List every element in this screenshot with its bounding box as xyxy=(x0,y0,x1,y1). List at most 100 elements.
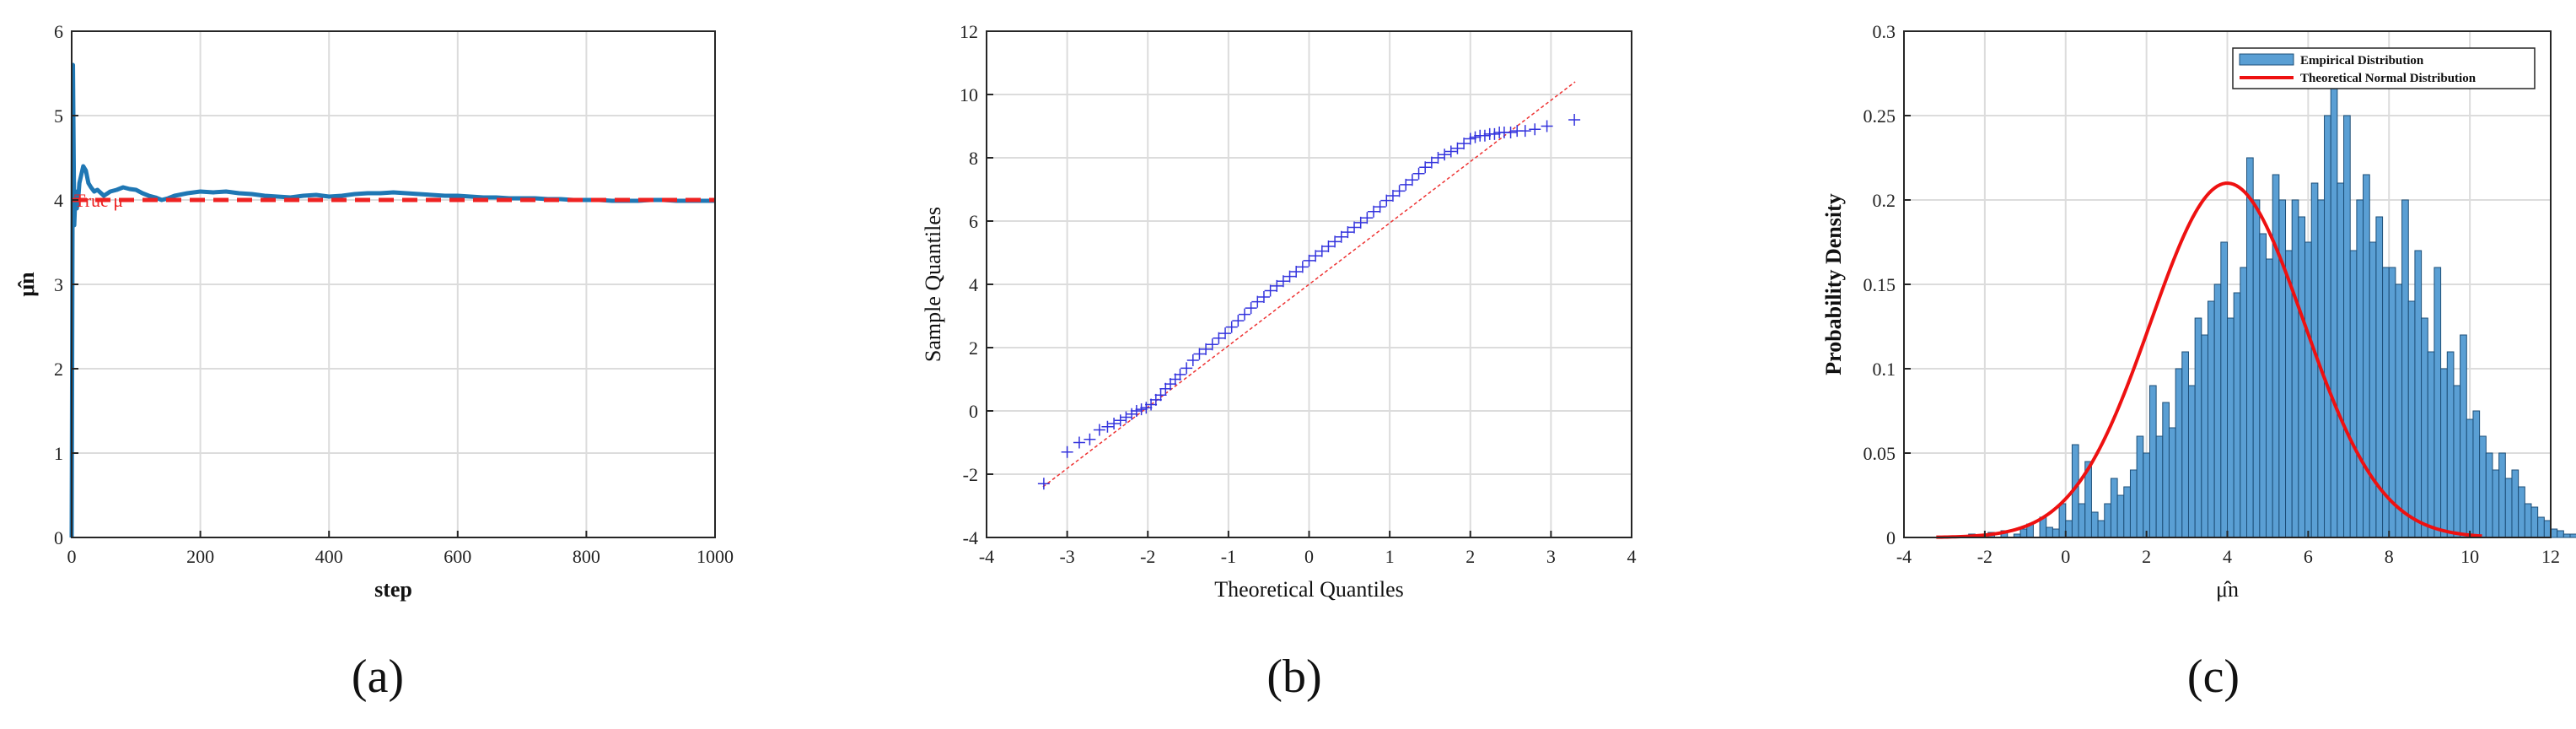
x-tick-label: 0 xyxy=(67,546,77,567)
qq-point xyxy=(1310,250,1322,262)
qq-point xyxy=(1037,478,1050,490)
qq-point xyxy=(1193,348,1206,360)
histogram-bar xyxy=(2046,526,2053,538)
qq-point xyxy=(1504,127,1517,138)
histogram-bar xyxy=(2569,533,2576,538)
qq-point xyxy=(1451,142,1464,154)
histogram-bar xyxy=(2356,199,2364,538)
y-tick-label: 0 xyxy=(1886,527,1896,548)
qq-point xyxy=(1458,138,1471,150)
histogram-bar xyxy=(2440,368,2448,538)
y-tick-label: 0.15 xyxy=(1863,274,1896,295)
x-axis-label: step xyxy=(374,577,412,602)
histogram-bar xyxy=(2246,157,2254,538)
y-tick-label: 0.05 xyxy=(1863,443,1896,464)
qq-point xyxy=(1164,378,1177,391)
qq-point xyxy=(1335,230,1347,243)
qq-point xyxy=(1251,295,1264,308)
qq-point xyxy=(1061,446,1073,458)
y-tick-label: 5 xyxy=(54,105,63,127)
histogram-bar xyxy=(2543,520,2552,538)
histogram-bar xyxy=(2207,300,2215,538)
histogram-bar xyxy=(2187,385,2196,538)
histogram-bar xyxy=(2240,267,2248,538)
x-axis-label: Theoretical Quantiles xyxy=(1214,577,1404,602)
x-tick-label: -4 xyxy=(979,546,994,567)
qq-point xyxy=(1084,433,1096,446)
histogram-bar xyxy=(2168,427,2176,538)
x-tick-label: 2 xyxy=(1465,546,1475,567)
qq-point xyxy=(1271,279,1283,292)
x-tick-label: -3 xyxy=(1059,546,1074,567)
qq-point xyxy=(1464,132,1476,145)
qq-point xyxy=(1186,354,1199,366)
qq-point xyxy=(1432,152,1444,164)
histogram-bar xyxy=(2504,478,2513,538)
qq-point xyxy=(1180,362,1193,375)
histogram-bar xyxy=(2148,385,2157,538)
qq-point xyxy=(1093,424,1105,436)
qq-point xyxy=(1361,212,1374,224)
qq-point xyxy=(1264,284,1277,297)
histogram-bar xyxy=(2395,284,2403,538)
histogram-bar xyxy=(2201,334,2208,538)
y-tick-label: 3 xyxy=(54,274,63,295)
qq-point xyxy=(1519,125,1531,138)
qq-point xyxy=(1108,418,1121,429)
qq-point xyxy=(1444,145,1457,158)
qq-point xyxy=(1154,389,1167,402)
qq-point xyxy=(1140,402,1153,414)
histogram-bar xyxy=(2363,174,2370,538)
qq-point xyxy=(1393,185,1406,197)
qq-point xyxy=(1478,129,1491,142)
histogram-bar xyxy=(2194,317,2202,538)
qq-point xyxy=(1213,332,1225,344)
y-tick-label: 10 xyxy=(960,84,978,105)
x-tick-label: 1 xyxy=(1385,546,1395,567)
qq-point xyxy=(1283,270,1296,283)
x-tick-label: 1000 xyxy=(696,546,734,567)
histogram-bar xyxy=(2110,478,2118,538)
qq-point xyxy=(1322,240,1335,252)
histogram-bar xyxy=(2407,300,2416,538)
histogram-bar xyxy=(2324,115,2331,538)
y-axis-label: Sample Quantiles xyxy=(921,207,945,362)
qq-point xyxy=(1245,302,1257,315)
histogram-bar xyxy=(2498,452,2506,538)
qq-point xyxy=(1380,194,1393,207)
x-tick-label: 2 xyxy=(2142,546,2151,567)
x-tick-label: 8 xyxy=(2385,546,2394,567)
qq-point xyxy=(1348,221,1361,234)
histogram-bar xyxy=(2052,528,2060,538)
x-tick-label: -1 xyxy=(1221,546,1236,567)
qq-point xyxy=(1400,178,1412,191)
x-tick-label: 0 xyxy=(1304,546,1314,567)
y-tick-label: 2 xyxy=(969,338,978,359)
panel-a-line-chart: True μ 0 200 400 600 800 1000 0 1 2 3 4 5 6 step μ̂n xyxy=(14,21,734,602)
x-tick-label: 10 xyxy=(2460,546,2479,567)
qq-point xyxy=(1368,205,1379,218)
histogram-bar xyxy=(2369,241,2377,538)
qq-point xyxy=(1073,436,1085,449)
histogram-bar xyxy=(2213,284,2222,538)
x-tick-label: 6 xyxy=(2304,546,2313,567)
qq-point xyxy=(1130,405,1143,417)
qq-point xyxy=(1406,174,1418,186)
qq-point xyxy=(1354,216,1367,229)
panel-c-label: (c) xyxy=(2187,651,2240,703)
y-tick-label: 8 xyxy=(969,148,978,169)
qq-point xyxy=(1174,368,1186,381)
histogram-bar xyxy=(2557,530,2564,538)
qq-point xyxy=(1296,261,1309,273)
histogram-bar xyxy=(2343,115,2351,538)
qq-point xyxy=(1425,156,1438,169)
true-mu-annotation: True μ xyxy=(74,190,123,211)
histogram-bar xyxy=(2259,233,2267,538)
legend: Empirical Distribution Theoretical Normal… xyxy=(2232,47,2536,89)
histogram-bar xyxy=(2162,402,2170,538)
histogram-bar xyxy=(2227,317,2235,538)
histogram-bar xyxy=(2252,199,2261,538)
qq-point xyxy=(1232,315,1245,327)
